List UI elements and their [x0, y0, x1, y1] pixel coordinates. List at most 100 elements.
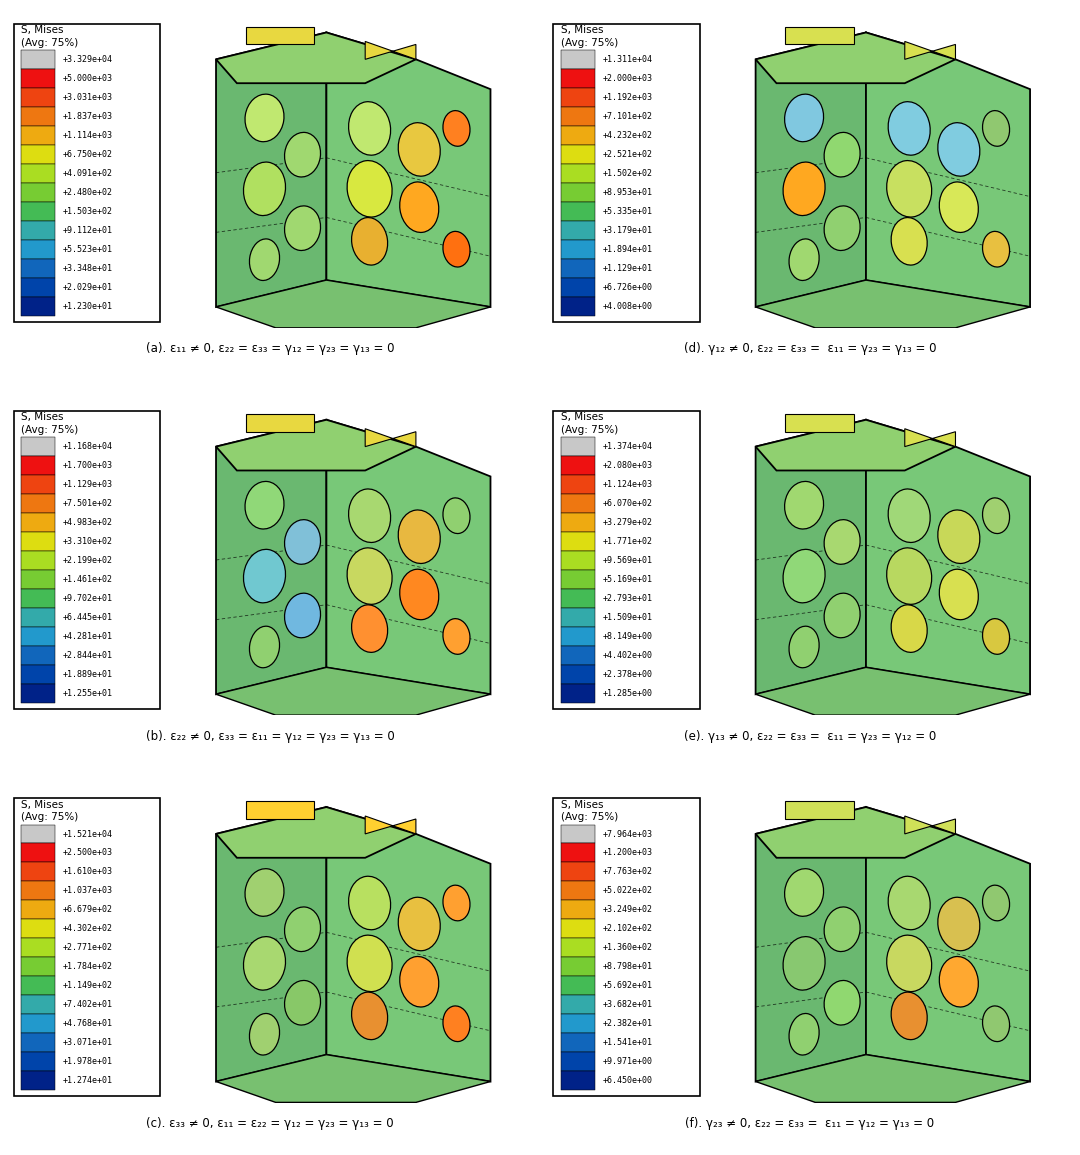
Bar — [561, 513, 595, 532]
Text: +8.953e+01: +8.953e+01 — [603, 188, 652, 196]
Ellipse shape — [888, 102, 930, 155]
Ellipse shape — [284, 520, 321, 565]
Ellipse shape — [352, 217, 388, 266]
Polygon shape — [246, 413, 314, 432]
Text: +3.249e+02: +3.249e+02 — [603, 906, 652, 915]
Bar — [22, 438, 55, 456]
Text: +8.798e+01: +8.798e+01 — [603, 962, 652, 971]
Ellipse shape — [983, 1006, 1010, 1042]
Ellipse shape — [349, 877, 391, 930]
Text: +4.232e+02: +4.232e+02 — [603, 131, 652, 140]
Bar — [561, 665, 595, 684]
Bar — [22, 532, 55, 551]
Text: +1.114e+03: +1.114e+03 — [63, 131, 112, 140]
Bar — [22, 107, 55, 126]
Polygon shape — [866, 419, 1030, 694]
Ellipse shape — [783, 937, 825, 990]
Ellipse shape — [888, 877, 930, 930]
Ellipse shape — [783, 550, 825, 603]
Bar — [561, 901, 595, 919]
Ellipse shape — [245, 869, 284, 916]
Text: (Avg: 75%): (Avg: 75%) — [561, 812, 618, 822]
Ellipse shape — [352, 992, 388, 1040]
Polygon shape — [326, 419, 490, 694]
Bar — [561, 475, 595, 494]
Ellipse shape — [824, 594, 860, 638]
Ellipse shape — [347, 936, 392, 992]
Text: +1.129e+03: +1.129e+03 — [63, 480, 112, 490]
Polygon shape — [866, 807, 1030, 1081]
Bar — [22, 608, 55, 627]
Text: +1.311e+04: +1.311e+04 — [603, 55, 652, 64]
Bar — [561, 976, 595, 996]
Text: +5.022e+02: +5.022e+02 — [603, 886, 652, 895]
Text: +5.523e+01: +5.523e+01 — [63, 245, 112, 254]
Text: +3.329e+04: +3.329e+04 — [63, 55, 112, 64]
Text: +4.008e+00: +4.008e+00 — [603, 301, 652, 311]
Text: (c). ε₃₃ ≠ 0, ε₁₁ = ε₂₂ = γ₁₂ = γ₂₃ = γ₁₃ = 0: (c). ε₃₃ ≠ 0, ε₁₁ = ε₂₂ = γ₁₂ = γ₂₃ = γ₁… — [147, 1117, 394, 1130]
Text: (b). ε₂₂ ≠ 0, ε₃₃ = ε₁₁ = γ₁₂ = γ₂₃ = γ₁₃ = 0: (b). ε₂₂ ≠ 0, ε₃₃ = ε₁₁ = γ₁₂ = γ₂₃ = γ₁… — [146, 730, 394, 743]
Text: +1.037e+03: +1.037e+03 — [63, 886, 112, 895]
Text: +1.503e+02: +1.503e+02 — [63, 207, 112, 216]
Bar — [561, 1014, 595, 1034]
Bar — [22, 863, 55, 881]
Bar — [561, 938, 595, 957]
Text: +2.500e+03: +2.500e+03 — [63, 849, 112, 857]
Text: S, Mises: S, Mises — [22, 25, 64, 35]
Text: (f). γ₂₃ ≠ 0, ε₂₂ = ε₃₃ =  ε₁₁ = γ₁₂ = γ₁₃ = 0: (f). γ₂₃ ≠ 0, ε₂₂ = ε₃₃ = ε₁₁ = γ₁₂ = γ₁… — [685, 1117, 934, 1130]
Polygon shape — [216, 807, 416, 858]
Polygon shape — [216, 1055, 490, 1102]
Text: +9.569e+01: +9.569e+01 — [603, 556, 652, 565]
Bar — [561, 1071, 595, 1090]
Ellipse shape — [940, 569, 978, 620]
Polygon shape — [365, 815, 416, 834]
Ellipse shape — [887, 161, 932, 217]
Bar — [561, 825, 595, 843]
Ellipse shape — [249, 1013, 280, 1055]
Bar — [22, 881, 55, 901]
Text: +9.112e+01: +9.112e+01 — [63, 225, 112, 234]
Bar — [22, 976, 55, 996]
Bar — [22, 297, 55, 315]
Ellipse shape — [443, 619, 470, 654]
Bar — [561, 438, 595, 456]
Bar — [561, 182, 595, 202]
Ellipse shape — [284, 206, 321, 251]
Ellipse shape — [352, 605, 388, 653]
Polygon shape — [756, 668, 1030, 715]
Ellipse shape — [824, 206, 860, 251]
Text: +6.726e+00: +6.726e+00 — [603, 283, 652, 292]
Ellipse shape — [937, 897, 980, 951]
Text: +7.501e+02: +7.501e+02 — [63, 499, 112, 508]
Text: +1.230e+01: +1.230e+01 — [63, 301, 112, 311]
Ellipse shape — [284, 594, 321, 638]
Bar — [561, 1052, 595, 1071]
Ellipse shape — [243, 937, 285, 990]
Polygon shape — [905, 815, 956, 834]
Bar — [561, 88, 595, 107]
Ellipse shape — [983, 619, 1010, 654]
Ellipse shape — [443, 1006, 470, 1042]
Bar — [22, 144, 55, 164]
Bar — [22, 240, 55, 259]
Polygon shape — [756, 807, 866, 1081]
Polygon shape — [246, 27, 314, 44]
Ellipse shape — [400, 569, 438, 620]
Text: (Avg: 75%): (Avg: 75%) — [561, 425, 618, 434]
Bar — [561, 494, 595, 513]
Ellipse shape — [249, 626, 280, 668]
Ellipse shape — [824, 981, 860, 1024]
Polygon shape — [785, 802, 854, 819]
Bar — [22, 221, 55, 240]
Ellipse shape — [443, 231, 470, 267]
Ellipse shape — [784, 95, 824, 142]
Ellipse shape — [399, 122, 441, 177]
Bar — [22, 957, 55, 976]
Text: +2.029e+01: +2.029e+01 — [63, 283, 112, 292]
Ellipse shape — [349, 489, 391, 543]
Text: +6.070e+02: +6.070e+02 — [603, 499, 652, 508]
Text: (Avg: 75%): (Avg: 75%) — [22, 37, 79, 47]
Polygon shape — [216, 281, 490, 328]
Bar — [561, 684, 595, 703]
Text: +1.509e+01: +1.509e+01 — [603, 613, 652, 623]
